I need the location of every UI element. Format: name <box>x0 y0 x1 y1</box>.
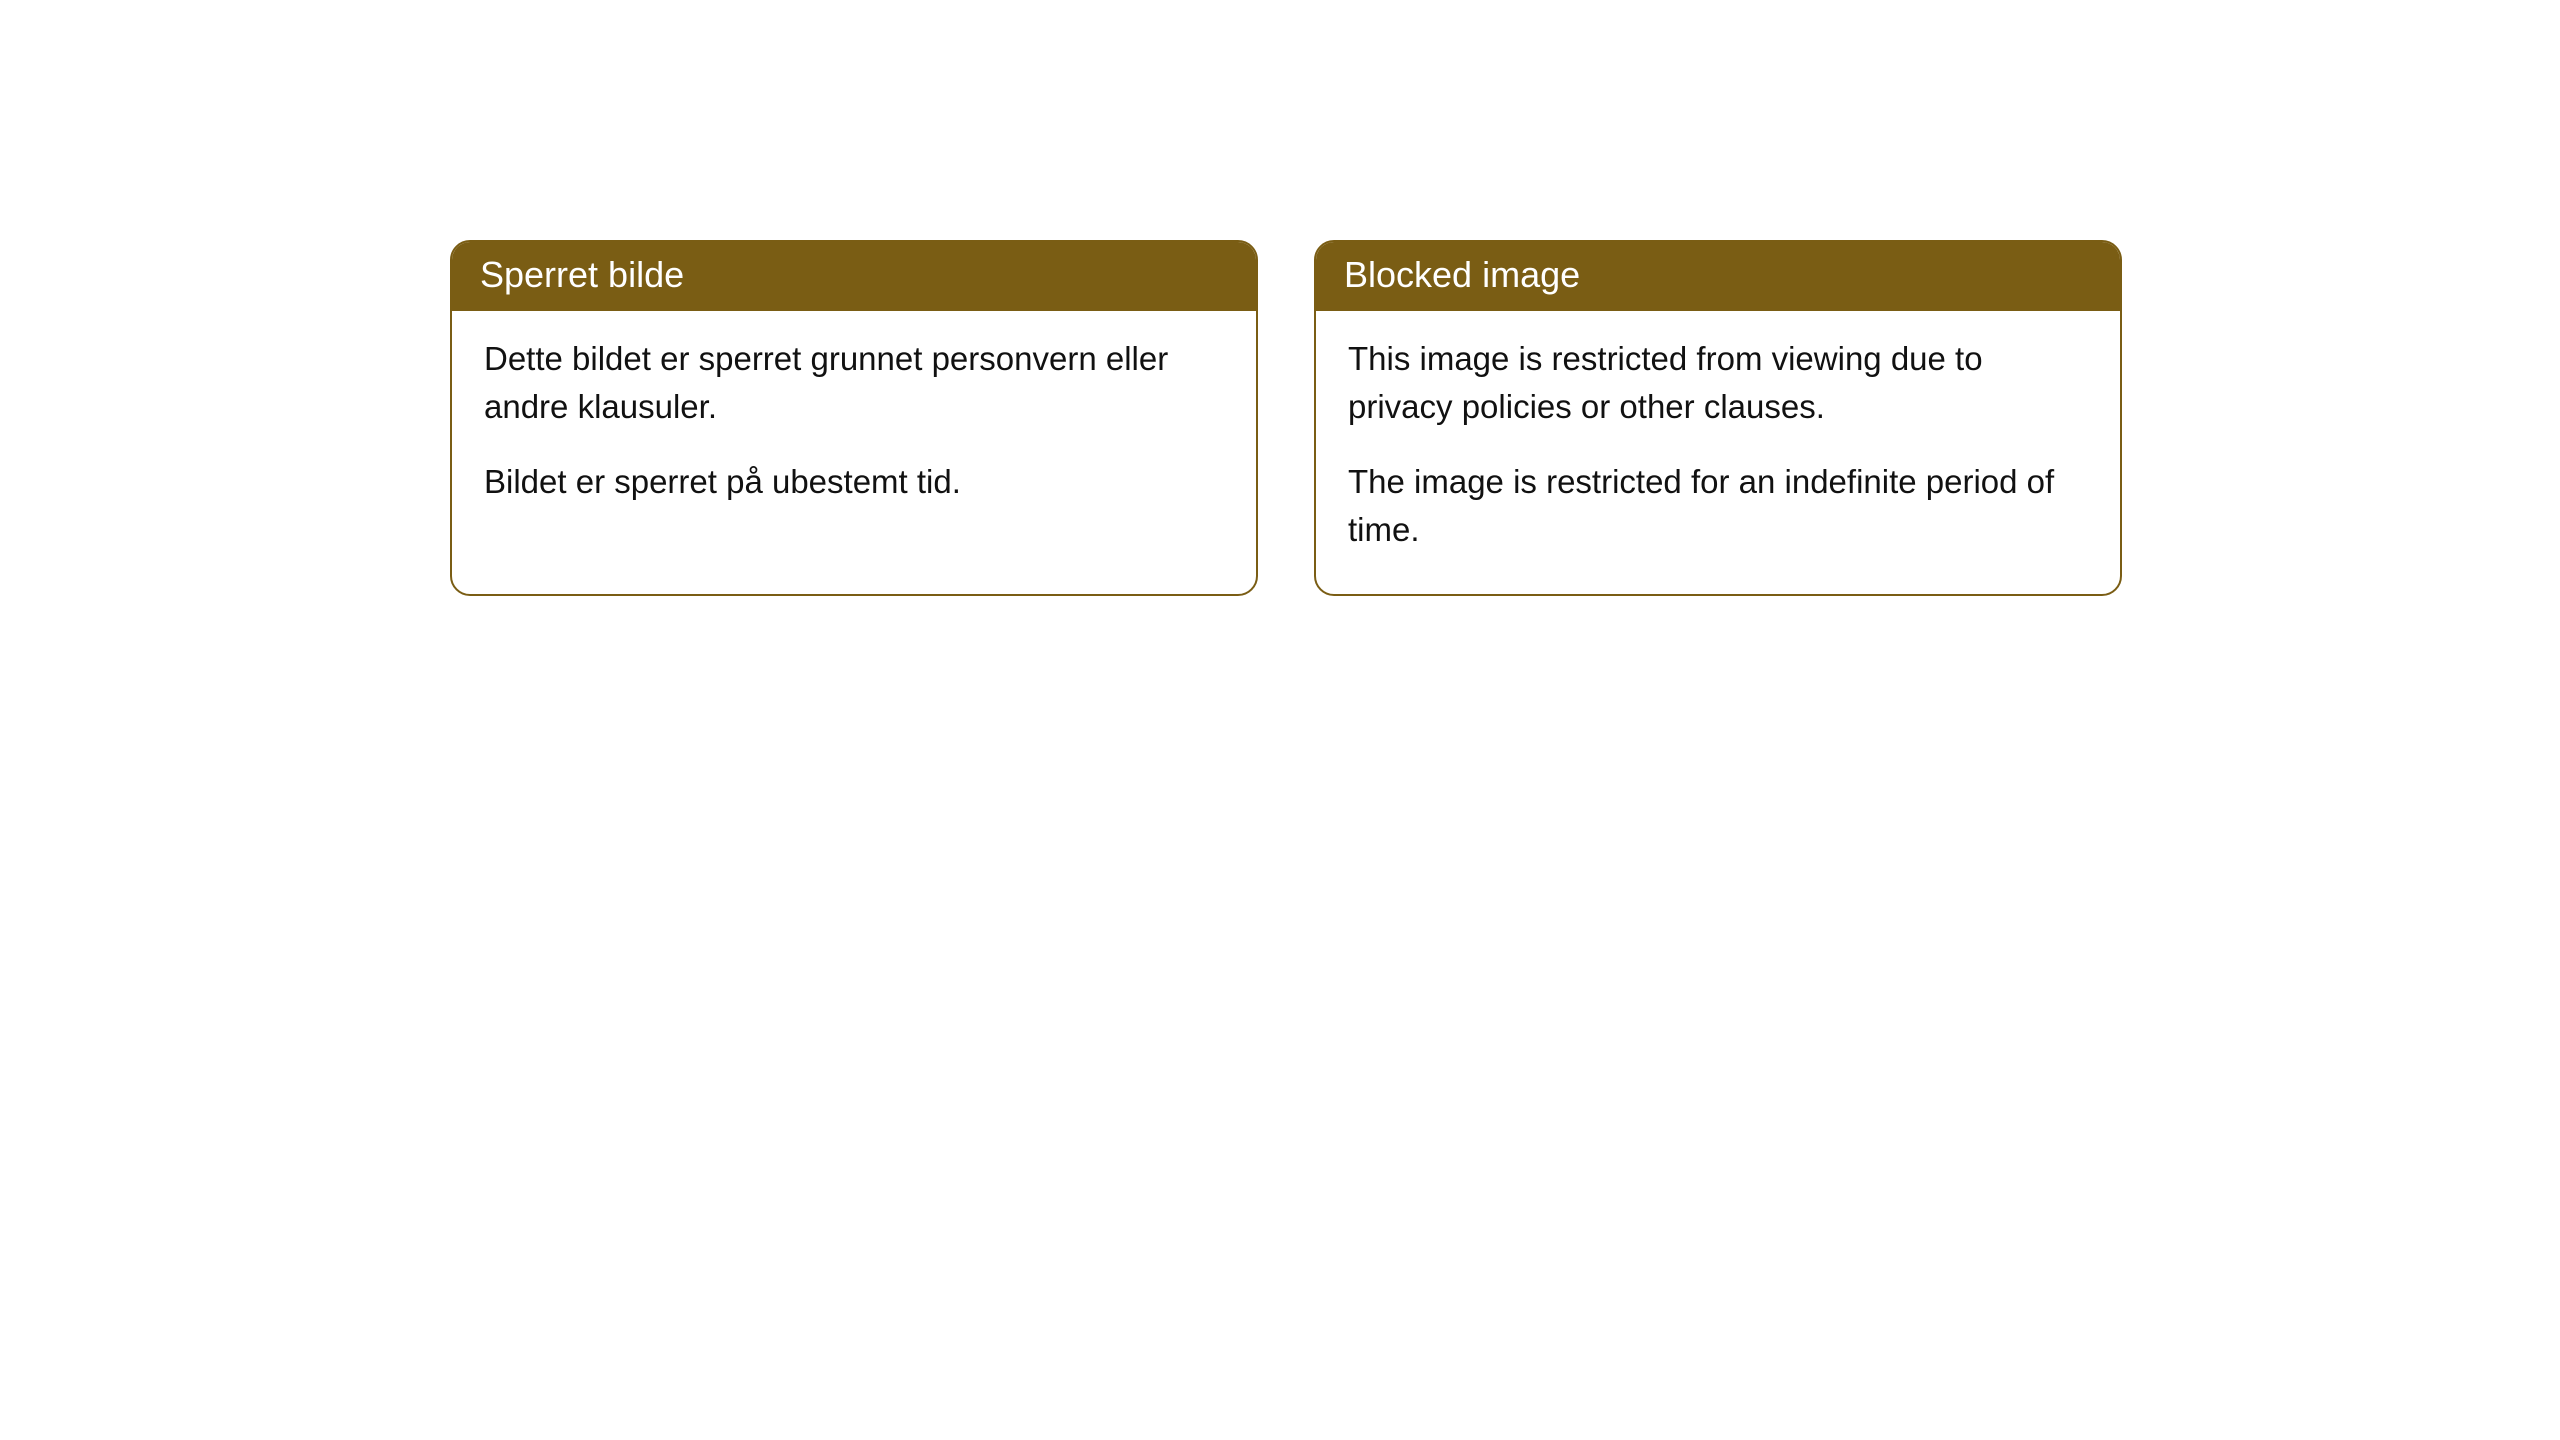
notice-cards-container: Sperret bilde Dette bildet er sperret gr… <box>450 240 2122 596</box>
card-paragraph: Dette bildet er sperret grunnet personve… <box>484 335 1224 431</box>
card-paragraph: This image is restricted from viewing du… <box>1348 335 2088 431</box>
card-body: This image is restricted from viewing du… <box>1316 311 2120 594</box>
card-paragraph: The image is restricted for an indefinit… <box>1348 458 2088 554</box>
card-body: Dette bildet er sperret grunnet personve… <box>452 311 1256 547</box>
card-header: Blocked image <box>1316 242 2120 311</box>
blocked-image-card-no: Sperret bilde Dette bildet er sperret gr… <box>450 240 1258 596</box>
card-paragraph: Bildet er sperret på ubestemt tid. <box>484 458 1224 506</box>
card-header: Sperret bilde <box>452 242 1256 311</box>
blocked-image-card-en: Blocked image This image is restricted f… <box>1314 240 2122 596</box>
